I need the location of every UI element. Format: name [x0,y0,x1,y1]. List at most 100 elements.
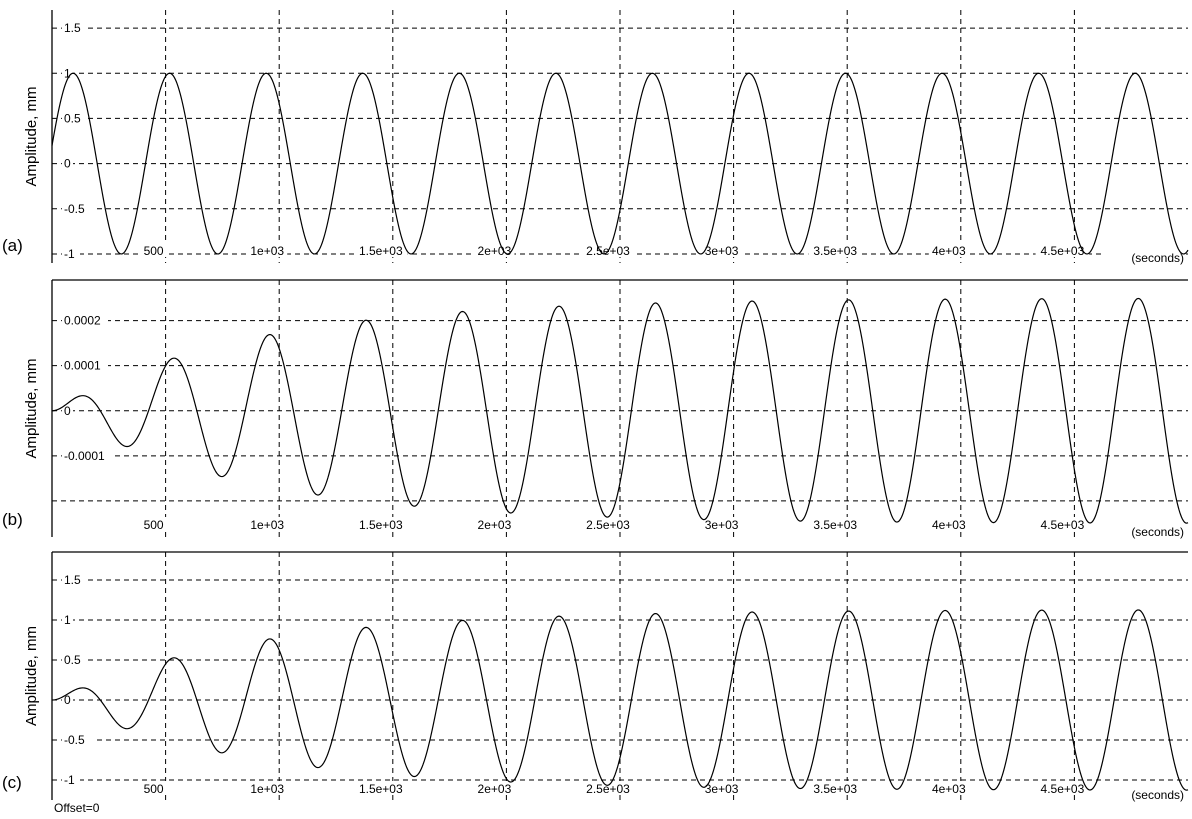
x-tick-label: 2e+03 [478,518,512,532]
y-tick-label: 0 [64,693,71,707]
x-tick-label: 4.5e+03 [1041,782,1085,796]
y-tick-label: 1 [64,613,71,627]
x-tick-label: 500 [144,782,164,796]
y-tick-label: 0.5 [64,653,81,667]
x-tick-label-bg [140,781,167,795]
y-tick-label-bg [62,448,115,463]
y-axis-label: Amplitude, mm [23,358,40,458]
chart-panel-a: 1.510.50-0.5-1 500 1e+03 1.5e+03 2e+03 2.5e+0… [2,10,1189,265]
y-tick-label-bg [62,403,73,418]
x-tick-label: 1.5e+03 [359,244,403,258]
x-tick-label: 3.5e+03 [813,518,857,532]
x-tick-label-bg [701,243,742,257]
x-tick-label: 2e+03 [478,782,512,796]
y-tick-label-bg [62,156,73,171]
y-tick-label: -0.0001 [64,449,105,463]
x-unit-label: (seconds) [1131,788,1184,802]
y-tick-label: -0.5 [64,202,85,216]
x-tick-label-bg [928,243,969,257]
x-tick-label: 2.5e+03 [586,782,630,796]
y-tick-label: -0.5 [64,733,85,747]
y-tick-label: 0.0001 [64,359,101,373]
x-tick-label: 4e+03 [932,782,966,796]
x-tick-label: 4e+03 [932,244,966,258]
series-line-0 [51,609,1189,791]
x-tick-label: 1.5e+03 [359,782,403,796]
y-tick-label-bg [62,201,94,216]
x-tick-label: 1e+03 [250,244,284,258]
panel-label: (c) [2,773,22,792]
y-tick-label-bg [62,573,87,587]
y-tick-label-bg [62,653,87,667]
y-tick-label: 1.5 [64,573,81,587]
x-tick-label: 500 [144,518,164,532]
x-tick-label-bg [1035,517,1090,531]
y-axis-label: Amplitude, mm [23,86,40,186]
y-tick-label: 0.0002 [64,314,101,328]
x-tick-label-bg [140,243,167,257]
panel-label: (a) [2,236,23,255]
y-tick-label-bg [62,21,87,36]
x-tick-label-bg [247,781,288,795]
series-line-0 [51,72,1189,255]
x-unit-label: (seconds) [1131,525,1184,539]
x-tick-label-bg [928,781,969,795]
x-tick-label: 4.5e+03 [1041,244,1085,258]
offset-label: Offset=0 [54,801,100,815]
y-tick-label-bg [62,246,80,261]
x-tick-label: 1.5e+03 [359,518,403,532]
x-tick-label: 4.5e+03 [1041,518,1085,532]
x-tick-label: 500 [144,244,164,258]
y-tick-label: 1 [64,66,71,80]
series-line-0 [51,297,1189,524]
y-tick-label: -1 [64,247,75,261]
y-tick-label-bg [62,773,80,787]
x-tick-label-bg [701,517,742,531]
x-tick-label-bg [1035,243,1090,257]
x-tick-label-bg [808,243,862,257]
y-tick-label-bg [62,66,73,81]
x-tick-label-bg [474,243,515,257]
x-tick-label-bg [581,517,635,531]
y-axis-label: Amplitude, mm [23,626,40,726]
x-tick-label: 3e+03 [705,244,739,258]
x-tick-label-bg [354,781,408,795]
x-tick-label-bg [1035,781,1090,795]
x-tick-label: 3e+03 [705,782,739,796]
y-tick-label: 0 [64,404,71,418]
x-tick-label-bg [247,517,288,531]
x-tick-label-bg [701,781,742,795]
x-unit-label-bg [1104,525,1186,539]
x-tick-label: 1e+03 [250,782,284,796]
y-tick-label-bg [62,313,108,328]
panel-label: (b) [2,510,23,529]
x-tick-label-bg [474,781,515,795]
x-tick-label: 3.5e+03 [813,782,857,796]
x-tick-label: 1e+03 [250,518,284,532]
x-tick-label: 3e+03 [705,518,739,532]
x-tick-label-bg [808,781,862,795]
x-tick-label-bg [140,517,167,531]
y-tick-label: 0.5 [64,111,81,125]
y-tick-label-bg [62,358,108,373]
x-tick-label-bg [247,243,288,257]
y-tick-label-bg [62,111,87,126]
y-tick-label-bg [62,693,73,707]
x-tick-label: 4e+03 [932,518,966,532]
x-tick-label-bg [928,517,969,531]
y-tick-label-bg [62,733,94,747]
x-tick-label: 3.5e+03 [813,244,857,258]
x-tick-label-bg [808,517,862,531]
y-tick-label-bg [62,613,73,627]
x-tick-label-bg [474,517,515,531]
x-unit-label-bg [1104,788,1186,802]
chart-panel-c: 1.5 1 0.5 0 -0.5 -1 500 1e+03 1.5e+03 2e+03 2.5e+0… [2,551,1189,815]
y-tick-label: 1.5 [64,21,81,35]
y-tick-label: -1 [64,773,75,787]
x-unit-label-bg [1104,251,1186,265]
x-tick-label-bg [581,781,635,795]
x-unit-label: (seconds) [1131,251,1184,265]
x-tick-label-bg [354,517,408,531]
x-tick-label-bg [354,243,408,257]
